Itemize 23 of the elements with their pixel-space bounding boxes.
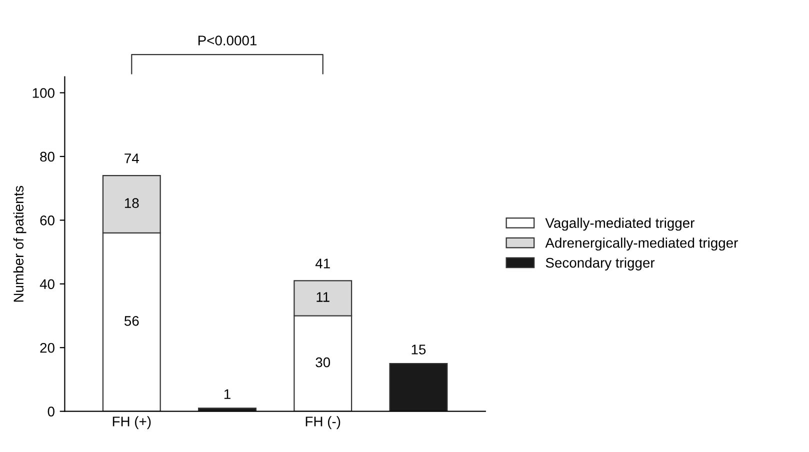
data-label: 15 — [412, 344, 426, 354]
total-label: 41 — [315, 258, 330, 268]
data-label: 30 — [316, 357, 330, 368]
legend-label: Adrenergically-mediated trigger — [545, 238, 738, 251]
text: P<0.0001 — [198, 36, 257, 46]
bar — [389, 362, 448, 412]
data-label: 11 — [316, 292, 330, 302]
bar — [198, 408, 256, 412]
y-tick-label: 100 — [32, 88, 54, 98]
x-tick-label: FH (+) — [112, 416, 151, 430]
y-tick-label: 0 — [48, 406, 54, 416]
y-tick-label: 40 — [40, 279, 54, 290]
legend-label: Vagally-mediated trigger — [545, 218, 694, 231]
total-label: 74 — [124, 154, 139, 164]
legend-label: Secondary trigger — [546, 258, 655, 270]
data-label: 1 — [224, 389, 230, 399]
y-tick-label: 60 — [40, 216, 54, 226]
y-tick-label: 20 — [40, 342, 54, 353]
y-axis-title: Number of patients — [13, 186, 26, 302]
x-tick-label: FH (-) — [306, 416, 340, 430]
data-label: 56 — [124, 316, 139, 326]
y-tick-label: 80 — [40, 152, 54, 162]
data-label: 18 — [124, 198, 139, 208]
